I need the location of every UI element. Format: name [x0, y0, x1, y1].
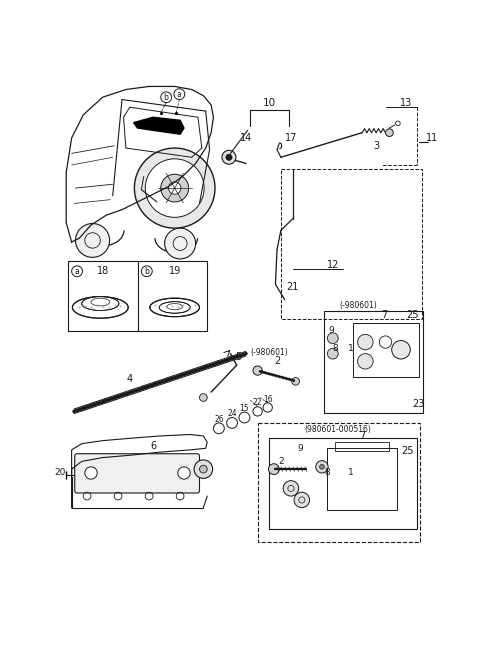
- Circle shape: [253, 366, 262, 375]
- Text: 15: 15: [240, 404, 249, 413]
- Circle shape: [392, 341, 410, 359]
- Text: 23: 23: [413, 399, 425, 409]
- Circle shape: [134, 148, 215, 228]
- Circle shape: [194, 460, 213, 478]
- Circle shape: [294, 492, 310, 508]
- Text: 11: 11: [426, 133, 438, 143]
- Circle shape: [161, 92, 172, 102]
- Bar: [324, 311, 423, 413]
- Text: 8: 8: [324, 468, 330, 478]
- Ellipse shape: [91, 298, 109, 306]
- Text: 16: 16: [263, 395, 273, 403]
- Text: 24: 24: [227, 409, 237, 418]
- Circle shape: [316, 461, 328, 473]
- Text: 4: 4: [127, 374, 133, 384]
- Text: 9: 9: [298, 444, 303, 453]
- Text: 25: 25: [407, 310, 419, 320]
- Text: 2: 2: [274, 357, 280, 367]
- Text: 9: 9: [328, 326, 334, 335]
- Text: 8: 8: [332, 344, 338, 353]
- Text: 26: 26: [214, 415, 224, 423]
- Text: (980601-000516): (980601-000516): [304, 425, 371, 434]
- Text: 21: 21: [286, 282, 299, 292]
- Circle shape: [142, 266, 152, 276]
- Text: 10: 10: [263, 98, 276, 108]
- Text: 22: 22: [253, 399, 263, 407]
- Text: 7: 7: [381, 310, 387, 320]
- Ellipse shape: [72, 296, 128, 318]
- Text: 14: 14: [240, 133, 252, 143]
- Text: 18: 18: [96, 266, 109, 276]
- Circle shape: [226, 154, 232, 161]
- Text: 19: 19: [168, 266, 181, 276]
- Text: (-980601): (-980601): [339, 302, 377, 310]
- Ellipse shape: [82, 296, 119, 310]
- Ellipse shape: [167, 304, 182, 310]
- Text: 1: 1: [348, 468, 353, 478]
- Text: (-980601): (-980601): [251, 348, 288, 357]
- Circle shape: [168, 182, 181, 194]
- Text: a: a: [75, 267, 79, 276]
- Circle shape: [283, 481, 299, 496]
- Ellipse shape: [159, 302, 190, 313]
- Circle shape: [222, 151, 236, 164]
- Text: 3: 3: [373, 140, 379, 151]
- Bar: [269, 438, 417, 529]
- Text: 5: 5: [235, 353, 241, 363]
- Circle shape: [75, 223, 109, 258]
- Circle shape: [358, 334, 373, 350]
- Circle shape: [227, 417, 238, 428]
- Circle shape: [320, 464, 324, 469]
- Circle shape: [385, 129, 393, 136]
- Bar: [281, 169, 422, 319]
- Circle shape: [292, 377, 300, 385]
- Circle shape: [239, 412, 250, 423]
- Text: 20: 20: [55, 468, 66, 478]
- Circle shape: [72, 266, 83, 276]
- Text: 12: 12: [326, 260, 339, 270]
- Circle shape: [161, 174, 189, 202]
- Text: 17: 17: [285, 133, 297, 143]
- Circle shape: [200, 465, 207, 473]
- Text: 13: 13: [400, 98, 413, 108]
- Text: 6: 6: [150, 441, 156, 451]
- Circle shape: [327, 349, 338, 359]
- Bar: [353, 323, 419, 377]
- Circle shape: [214, 423, 224, 434]
- Text: 7: 7: [359, 431, 365, 441]
- Text: 1: 1: [348, 344, 353, 353]
- Text: b: b: [164, 93, 168, 102]
- Bar: [68, 261, 207, 330]
- Ellipse shape: [150, 298, 200, 316]
- Circle shape: [327, 333, 338, 344]
- Circle shape: [145, 159, 204, 217]
- Circle shape: [268, 464, 279, 474]
- Circle shape: [165, 228, 196, 259]
- Circle shape: [200, 393, 207, 401]
- Circle shape: [85, 467, 97, 479]
- Bar: [335, 442, 389, 452]
- Text: 25: 25: [401, 446, 413, 456]
- Text: b: b: [144, 267, 149, 276]
- Text: a: a: [177, 90, 182, 98]
- Circle shape: [178, 467, 190, 479]
- Circle shape: [253, 407, 262, 416]
- Circle shape: [263, 403, 272, 412]
- Polygon shape: [133, 117, 184, 134]
- Bar: [327, 448, 397, 510]
- FancyBboxPatch shape: [75, 454, 200, 493]
- Circle shape: [358, 354, 373, 369]
- Circle shape: [174, 89, 185, 100]
- Text: 2: 2: [278, 457, 284, 466]
- Bar: [258, 423, 420, 543]
